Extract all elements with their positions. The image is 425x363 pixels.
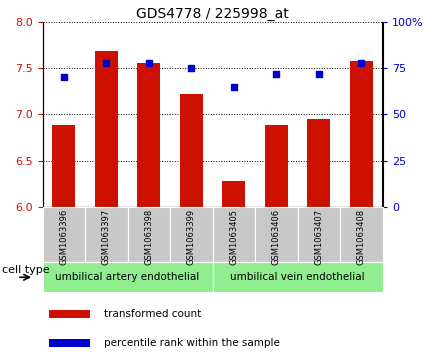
Bar xyxy=(255,207,298,262)
Text: GSM1063406: GSM1063406 xyxy=(272,209,281,265)
Text: GSM1063408: GSM1063408 xyxy=(357,209,366,265)
Point xyxy=(230,84,237,90)
Text: umbilical vein endothelial: umbilical vein endothelial xyxy=(230,272,365,282)
Bar xyxy=(179,94,203,207)
Point xyxy=(188,65,195,71)
Bar xyxy=(212,207,255,262)
Point xyxy=(145,60,152,65)
Text: cell type: cell type xyxy=(2,265,50,275)
Point xyxy=(358,60,365,65)
Point xyxy=(103,60,110,65)
Text: GSM1063407: GSM1063407 xyxy=(314,209,323,265)
Bar xyxy=(85,207,128,262)
Bar xyxy=(349,61,373,207)
Title: GDS4778 / 225998_at: GDS4778 / 225998_at xyxy=(136,7,289,21)
Bar xyxy=(49,339,90,347)
Bar xyxy=(170,207,212,262)
Bar xyxy=(42,262,212,292)
Bar xyxy=(42,207,85,262)
Point xyxy=(273,71,280,77)
Bar xyxy=(128,207,170,262)
Bar xyxy=(298,207,340,262)
Text: transformed count: transformed count xyxy=(104,309,201,319)
Text: GSM1063398: GSM1063398 xyxy=(144,209,153,265)
Text: GSM1063396: GSM1063396 xyxy=(59,209,68,265)
Bar xyxy=(137,64,160,207)
Text: GSM1063397: GSM1063397 xyxy=(102,209,111,265)
Text: GSM1063405: GSM1063405 xyxy=(229,209,238,265)
Bar xyxy=(94,52,118,207)
Bar xyxy=(222,181,245,207)
Bar xyxy=(340,207,382,262)
Bar xyxy=(212,262,382,292)
Bar xyxy=(264,126,288,207)
Point xyxy=(315,71,322,77)
Bar xyxy=(49,310,90,318)
Bar xyxy=(307,119,330,207)
Text: GSM1063399: GSM1063399 xyxy=(187,209,196,265)
Text: percentile rank within the sample: percentile rank within the sample xyxy=(104,338,280,348)
Bar xyxy=(52,126,76,207)
Point xyxy=(60,74,67,80)
Text: umbilical artery endothelial: umbilical artery endothelial xyxy=(55,272,200,282)
